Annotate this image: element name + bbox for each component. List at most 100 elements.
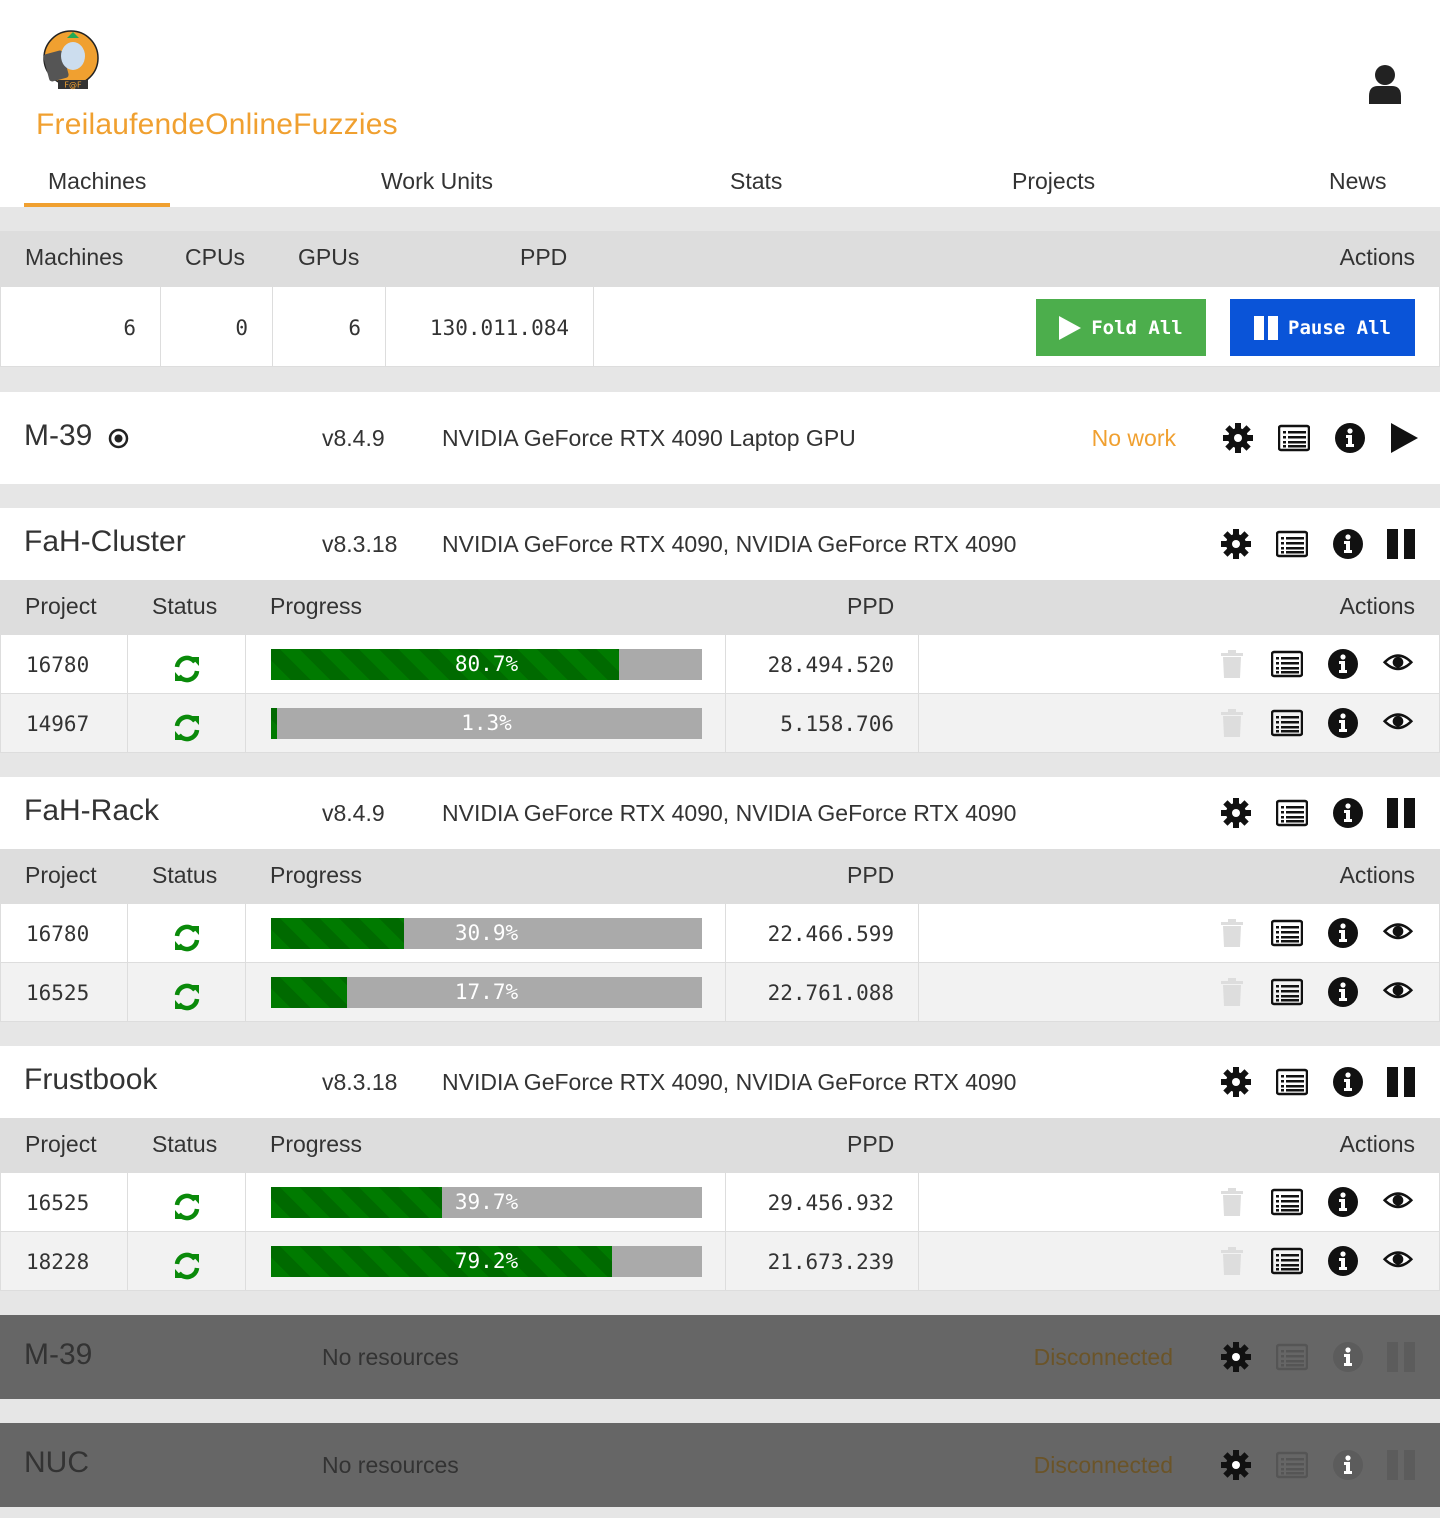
log-list-icon[interactable] [1270,917,1304,949]
log-list-icon[interactable] [1275,797,1309,829]
log-list-icon[interactable] [1270,648,1304,680]
machine-status: No work [1091,425,1176,451]
progress-bar: 17.7% [271,977,702,1008]
progress-fill [271,977,348,1008]
log-list-icon[interactable] [1275,528,1309,560]
unit-ppd: 22.761.088 [726,963,919,1021]
info-icon [1332,1341,1364,1373]
eye-icon[interactable] [1382,707,1414,739]
log-list-icon[interactable] [1275,1066,1309,1098]
project-id[interactable]: 18228 [1,1232,128,1290]
machine-name[interactable]: M-39 [24,1338,93,1371]
progress-bar: 30.9% [271,918,702,949]
gear-icon[interactable] [1222,422,1254,454]
col-machines: Machines [25,244,124,270]
tab-work-units[interactable]: Work Units [381,168,494,194]
log-list-icon[interactable] [1270,976,1304,1008]
tab-machines[interactable]: Machines [23,168,171,207]
pause-icon[interactable] [1386,528,1418,560]
work-unit-header: Project Status Progress PPD Actions [0,1118,1440,1173]
status-cell [128,963,246,1021]
col-ppd: PPD [520,244,568,270]
machine-card: M-39 No resources Disconnected [0,1315,1440,1399]
team-logo[interactable]: F@F [40,30,102,92]
gear-icon[interactable] [1220,1449,1252,1481]
machine-version: No resources [322,1452,459,1478]
status-cell [128,694,246,752]
progress-cell: 17.7% [246,963,726,1021]
progress-cell: 1.3% [246,694,726,752]
info-icon[interactable] [1327,1245,1359,1277]
log-list-icon[interactable] [1277,422,1311,454]
team-name[interactable]: FreilaufendeOnlineFuzzies [36,108,398,141]
project-id[interactable]: 16780 [1,635,128,693]
summary-header: Machines CPUs GPUs PPD Actions [0,231,1440,286]
machine-card: NUC No resources Disconnected [0,1423,1440,1507]
progress-cell: 79.2% [246,1232,726,1290]
machine-name[interactable]: Frustbook [24,1063,158,1096]
progress-bar: 39.7% [271,1187,702,1218]
tab-stats[interactable]: Stats [730,168,783,194]
info-icon[interactable] [1327,1186,1359,1218]
progress-bar: 80.7% [271,649,702,680]
info-icon[interactable] [1334,422,1366,454]
log-list-icon [1275,1341,1309,1373]
pause-icon[interactable] [1386,797,1418,829]
info-icon[interactable] [1332,1066,1364,1098]
col-project: Project [25,862,97,888]
pause-all-label: Pause All [1288,316,1391,339]
info-icon[interactable] [1332,528,1364,560]
col-gpus: GPUs [298,244,360,270]
machine-name[interactable]: FaH-Rack [24,794,160,827]
work-unit-row: 16525 17.7% 22.761.088 [0,963,1440,1022]
col-project: Project [25,1131,97,1157]
user-icon[interactable] [1368,64,1402,104]
eye-icon[interactable] [1382,917,1414,949]
eye-icon[interactable] [1382,1186,1414,1218]
trash-icon [1216,1186,1248,1218]
project-id[interactable]: 16525 [1,1173,128,1231]
svg-text:F@F: F@F [64,81,82,90]
machine-name[interactable]: FaH-Cluster [24,525,186,558]
gpus-count: 6 [273,287,386,366]
work-unit-row: 14967 1.3% 5.158.706 [0,694,1440,753]
tab-news[interactable]: News [1329,168,1387,194]
tab-projects[interactable]: Projects [1012,168,1096,194]
log-list-icon[interactable] [1270,1245,1304,1277]
pause-icon[interactable] [1386,1066,1418,1098]
play-icon [1059,315,1082,340]
info-icon[interactable] [1332,797,1364,829]
sync-icon [171,917,203,952]
eye-icon[interactable] [1382,1245,1414,1277]
machine-gpus: NVIDIA GeForce RTX 4090, NVIDIA GeForce … [442,531,1017,557]
target-icon [108,428,129,449]
col-status: Status [152,1131,218,1157]
eye-icon[interactable] [1382,648,1414,680]
machine-name[interactable]: M-39 [24,419,93,452]
info-icon[interactable] [1327,917,1359,949]
gear-icon[interactable] [1220,1066,1252,1098]
info-icon[interactable] [1327,976,1359,1008]
play-icon[interactable] [1388,422,1420,454]
pause-all-button[interactable]: Pause All [1230,299,1415,356]
machine-version: v8.4.9 [322,800,385,826]
project-id[interactable]: 16525 [1,963,128,1021]
gear-icon[interactable] [1220,797,1252,829]
machine-name[interactable]: NUC [24,1446,89,1479]
fold-all-button[interactable]: Fold All [1036,299,1206,356]
log-list-icon[interactable] [1270,707,1304,739]
sync-icon [171,707,203,742]
project-id[interactable]: 14967 [1,694,128,752]
log-list-icon[interactable] [1270,1186,1304,1218]
gear-icon[interactable] [1220,1341,1252,1373]
progress-cell: 30.9% [246,904,726,962]
info-icon[interactable] [1327,707,1359,739]
progress-label: 80.7% [454,652,519,676]
project-id[interactable]: 16780 [1,904,128,962]
pause-icon [1386,1449,1418,1481]
info-icon[interactable] [1327,648,1359,680]
progress-label: 17.7% [454,980,519,1004]
work-unit-row: 16780 80.7% 28.494.520 [0,635,1440,694]
gear-icon[interactable] [1220,528,1252,560]
eye-icon[interactable] [1382,976,1414,1008]
